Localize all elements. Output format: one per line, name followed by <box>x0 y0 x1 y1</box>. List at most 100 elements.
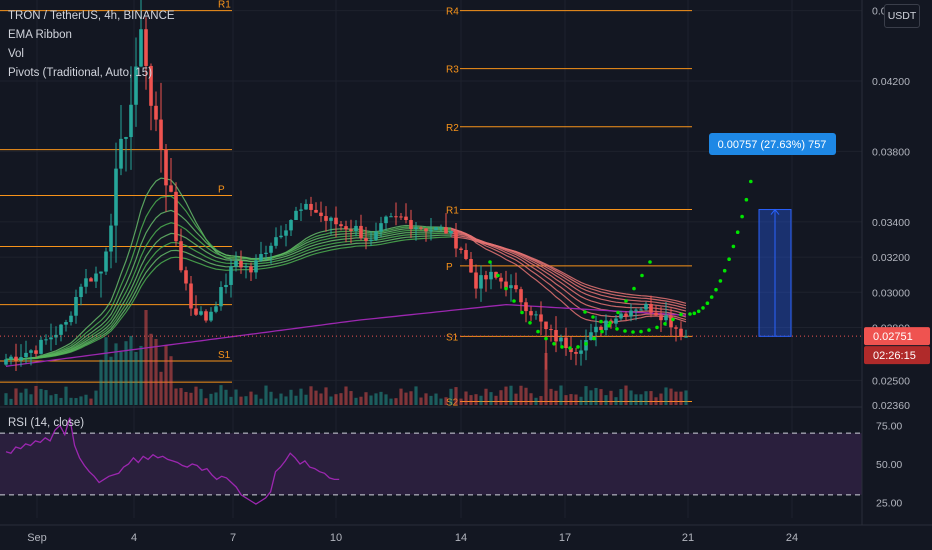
candle-body <box>379 223 383 232</box>
volume-bar <box>314 390 318 405</box>
candle-body <box>79 286 83 298</box>
volume-bar <box>234 389 238 405</box>
projection-dot <box>740 214 744 219</box>
projection-dot <box>624 299 628 303</box>
price-tick: 0.04200 <box>872 76 910 88</box>
candle-body <box>509 285 513 289</box>
volume-bar <box>224 389 228 405</box>
candle-body <box>89 278 93 282</box>
candle-body <box>364 238 368 242</box>
volume-bar <box>609 390 613 405</box>
price-tick: 0.03800 <box>872 146 910 158</box>
ema-ribbon-line <box>5 236 452 360</box>
candle-body <box>24 352 28 358</box>
volume-bar <box>279 393 283 405</box>
candle-body <box>439 227 443 229</box>
price-tick: 0.03400 <box>872 217 910 229</box>
candle-body <box>69 315 73 323</box>
volume-bar <box>444 397 448 405</box>
projection-dot <box>731 244 736 249</box>
candle-body <box>74 297 78 316</box>
pivot-label: R3 <box>446 65 459 76</box>
price-tick: 0.02500 <box>872 375 910 387</box>
volume-bar <box>629 390 633 405</box>
projection-dot <box>714 287 718 292</box>
volume-bar <box>154 338 158 405</box>
candle-body <box>484 275 488 280</box>
volume-bar <box>454 387 458 405</box>
volume-bar <box>54 393 58 405</box>
candle-body <box>269 245 273 253</box>
volume-bar <box>4 393 8 405</box>
volume-bar <box>524 387 528 405</box>
volume-bar <box>264 385 268 405</box>
volume-bar <box>509 385 513 405</box>
volume-bar <box>109 356 113 405</box>
candle-body <box>209 311 213 321</box>
volume-bar <box>519 385 523 405</box>
candle-body <box>679 328 683 337</box>
time-tick: 17 <box>559 532 571 544</box>
volume-bar <box>49 395 53 405</box>
volume-bar <box>484 388 488 405</box>
indicator-pivots[interactable]: Pivots (Traditional, Auto, 15) <box>8 67 153 79</box>
candle-body <box>544 321 548 330</box>
volume-bar <box>644 391 648 405</box>
volume-bar <box>569 394 573 405</box>
volume-bar <box>579 396 583 405</box>
candle-body <box>574 352 578 354</box>
volume-bar <box>494 395 498 405</box>
rsi-band <box>0 433 862 495</box>
projection-dot <box>600 329 604 334</box>
candle-body <box>469 258 473 273</box>
time-tick: 24 <box>786 532 798 544</box>
candle-body <box>329 217 333 221</box>
volume-bar <box>429 395 433 405</box>
volume-bar <box>669 388 673 405</box>
projection-dot <box>576 345 580 349</box>
projection-dot <box>504 286 508 291</box>
indicator-volume[interactable]: Vol <box>8 48 24 60</box>
projection-dot <box>528 321 532 325</box>
projection-dot <box>663 322 667 326</box>
volume-bar <box>549 388 553 405</box>
volume-bar <box>534 397 538 405</box>
volume-bar <box>489 392 493 405</box>
volume-bar <box>269 391 273 405</box>
volume-bar <box>529 393 533 405</box>
volume-bar <box>84 394 88 405</box>
volume-bar <box>459 398 463 405</box>
candle-body <box>559 337 563 342</box>
projection-dot <box>615 327 619 331</box>
volume-bar <box>409 391 413 405</box>
projection-dot <box>727 257 731 262</box>
rsi-tick: 75.00 <box>876 420 902 432</box>
rsi-label[interactable]: RSI (14, close) <box>8 417 85 429</box>
indicator-ema-ribbon[interactable]: EMA Ribbon <box>8 29 72 41</box>
candle-body <box>529 311 533 316</box>
projection-dot <box>623 329 627 333</box>
volume-bar <box>229 396 233 405</box>
candle-body <box>654 312 658 316</box>
projection-dot <box>512 299 516 303</box>
projection-dot <box>584 342 588 346</box>
volume-bar <box>259 398 263 405</box>
volume-bar <box>659 393 663 405</box>
volume-bar <box>34 385 38 405</box>
currency-button[interactable]: USDT <box>884 4 920 28</box>
volume-bar <box>654 397 658 405</box>
ema-ribbon-line <box>450 236 687 304</box>
volume-bar <box>359 396 363 405</box>
candle-body <box>339 224 343 227</box>
volume-bar <box>319 393 323 405</box>
candle-body <box>369 239 373 242</box>
rsi-tick: 50.00 <box>876 459 902 471</box>
volume-bar <box>274 398 278 405</box>
candle-body <box>639 309 643 311</box>
projection-dot <box>583 310 587 314</box>
candle-body <box>384 216 388 224</box>
candle-body <box>199 311 203 315</box>
candle-body <box>29 350 33 353</box>
candle-body <box>429 230 433 232</box>
